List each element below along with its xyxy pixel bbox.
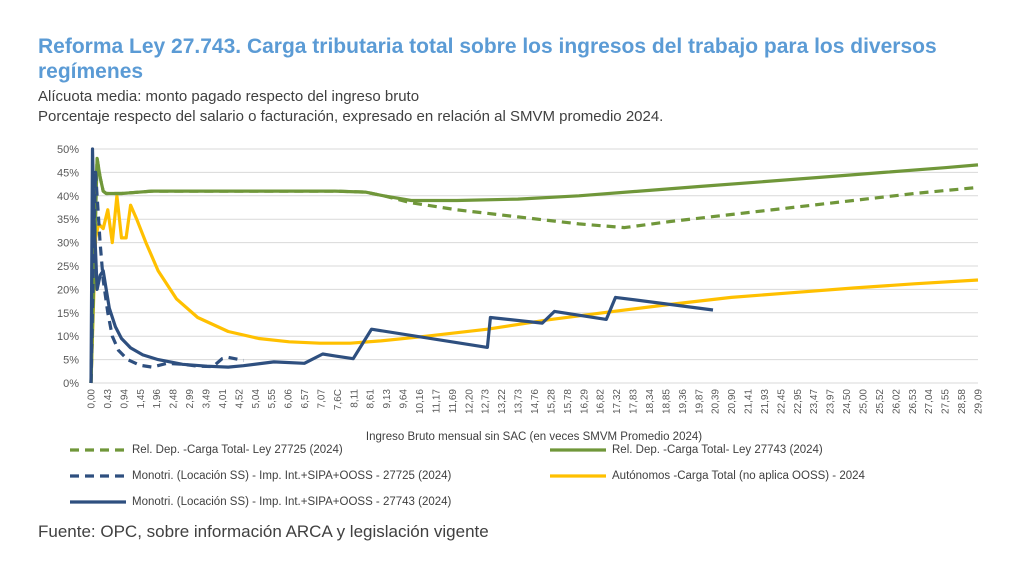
legend-label-reldep-27743: Rel. Dep. -Carga Total- Ley 27743 (2024) — [612, 444, 823, 456]
legend-item-monotri-27725[interactable]: Monotri. (Locación SS) - Imp. Int.+SIPA+… — [70, 468, 451, 484]
x-tick-label: 19,36 — [678, 389, 689, 414]
series-lines — [89, 147, 979, 384]
series-line-4 — [89, 147, 714, 384]
series-line-1 — [89, 156, 979, 384]
x-tick-label: 22,45 — [776, 389, 787, 414]
x-tick-label: 19,87 — [694, 389, 705, 414]
x-tick-label: 20,39 — [711, 389, 722, 414]
x-tick-label: 8,11 — [349, 389, 360, 408]
x-tick-label: 26,02 — [891, 389, 902, 414]
x-tick-label: 10,16 — [415, 389, 426, 414]
x-tick-label: 26,53 — [908, 389, 919, 414]
y-tick-label: 40% — [57, 191, 79, 203]
x-tick-label: 25,52 — [875, 389, 886, 414]
legend-label-reldep-27725: Rel. Dep. -Carga Total- Ley 27725 (2024) — [132, 444, 343, 456]
x-tick-label: 11,69 — [448, 389, 459, 414]
x-tick-label: 21,93 — [760, 389, 771, 414]
x-tick-label: 18,34 — [645, 389, 656, 414]
source-note: Fuente: OPC, sobre información ARCA y le… — [38, 522, 489, 541]
x-tick-label: 23,97 — [826, 389, 837, 414]
legend-swatch-monotri-27725 — [70, 474, 126, 478]
x-tick-label: 11,17 — [431, 389, 442, 414]
x-tick-label: 6,06 — [284, 389, 295, 409]
x-tick-label: 2,48 — [169, 389, 180, 409]
x-tick-label: 7,6C — [333, 389, 344, 410]
x-tick-label: 4,01 — [218, 389, 229, 409]
x-tick-label: 13,73 — [514, 389, 525, 414]
x-tick-label: 3,49 — [201, 389, 212, 409]
series-line-2 — [89, 170, 244, 384]
x-tick-label: 21,41 — [744, 389, 755, 414]
y-tick-label: 30% — [57, 238, 79, 250]
y-tick-label: 5% — [63, 355, 79, 367]
x-tick-label: 15,28 — [546, 389, 557, 414]
x-tick-label: 7,07 — [316, 389, 327, 409]
x-tick-label: 14,76 — [530, 389, 541, 414]
legend-label-autonomos: Autónomos -Carga Total (no aplica OOSS) … — [612, 470, 865, 482]
chart-title: Reforma Ley 27.743. Carga tributaria tot… — [38, 35, 937, 83]
x-tick-label: 18,85 — [661, 389, 672, 414]
x-tick-label: 20,90 — [727, 389, 738, 414]
x-tick-label: 24,50 — [842, 389, 853, 414]
chart-subtitle-1: Alícuota media: monto pagado respecto de… — [38, 88, 420, 105]
x-tick-label: 15,78 — [563, 389, 574, 414]
legend-swatch-reldep-27743 — [550, 448, 606, 452]
legend-swatch-monotri-27743 — [70, 500, 126, 504]
x-tick-label: 12,20 — [464, 389, 475, 414]
x-tick-label: 0,00 — [87, 389, 98, 409]
x-tick-label: 28,58 — [957, 389, 968, 414]
x-tick-label: 2,99 — [185, 389, 196, 409]
y-tick-label: 15% — [57, 308, 79, 320]
x-tick-label: 16,82 — [596, 389, 607, 414]
y-tick-label: 35% — [57, 214, 79, 226]
y-tick-label: 10% — [57, 331, 79, 343]
legend-label-monotri-27725: Monotri. (Locación SS) - Imp. Int.+SIPA+… — [132, 470, 452, 482]
y-tick-label: 25% — [57, 261, 79, 273]
x-tick-label: 29,09 — [974, 389, 985, 414]
x-tick-label: 9,13 — [382, 389, 393, 409]
x-tick-label: 5,55 — [267, 389, 278, 409]
y-tick-label: 50% — [57, 144, 79, 156]
legend-item-monotri-27743[interactable]: Monotri. (Locación SS) - Imp. Int.+SIPA+… — [70, 494, 451, 510]
x-tick-label: 25,00 — [859, 389, 870, 414]
legend-item-autonomos[interactable]: Autónomos -Carga Total (no aplica OOSS) … — [550, 468, 865, 484]
x-axis-ticks: 0,00 0,43 0,94 1,45 1,96 2,48 2,99 3,49 4,01 4,52… — [87, 389, 985, 414]
x-tick-label: 1,45 — [136, 389, 147, 409]
y-tick-label: 0% — [63, 378, 79, 390]
legend-label-monotri-27743: Monotri. (Locación SS) - Imp. Int.+SIPA+… — [132, 496, 452, 508]
x-tick-label: 0,43 — [103, 389, 114, 409]
y-axis-ticks: 0% 5% 10% 15% 20% 25% 30% 35% 40% 45% 50% — [57, 144, 79, 390]
legend-swatch-autonomos — [550, 474, 606, 478]
x-tick-label: 4,52 — [234, 389, 245, 409]
x-tick-label: 16,29 — [579, 389, 590, 414]
x-tick-label: 1,96 — [152, 389, 163, 409]
x-tick-label: 9,64 — [399, 389, 410, 409]
legend-item-reldep-27725[interactable]: Rel. Dep. -Carga Total- Ley 27725 (2024) — [70, 442, 343, 458]
x-tick-label: 5,04 — [251, 389, 262, 409]
x-tick-label: 27,55 — [941, 389, 952, 414]
x-tick-label: 17,32 — [612, 389, 623, 414]
x-tick-label: 8,61 — [366, 389, 377, 409]
x-tick-label: 27,04 — [924, 389, 935, 414]
x-tick-label: 22,95 — [793, 389, 804, 414]
y-tick-label: 20% — [57, 284, 79, 296]
x-tick-label: 0,94 — [119, 389, 130, 409]
legend-swatch-reldep-27725 — [70, 448, 126, 452]
x-tick-label: 13,22 — [497, 389, 508, 414]
y-tick-label: 45% — [57, 167, 79, 179]
x-tick-label: 12,73 — [481, 389, 492, 414]
x-tick-label: 17,83 — [629, 389, 640, 414]
chart-subtitle-2: Porcentaje respecto del salario o factur… — [38, 108, 664, 125]
grid-lines — [91, 148, 978, 384]
x-tick-label: 6,57 — [300, 389, 311, 409]
legend-item-reldep-27743[interactable]: Rel. Dep. -Carga Total- Ley 27743 (2024) — [550, 442, 823, 458]
x-axis-label: Ingreso Bruto mensual sin SAC (en veces … — [366, 431, 702, 443]
x-tick-label: 23,47 — [809, 389, 820, 414]
